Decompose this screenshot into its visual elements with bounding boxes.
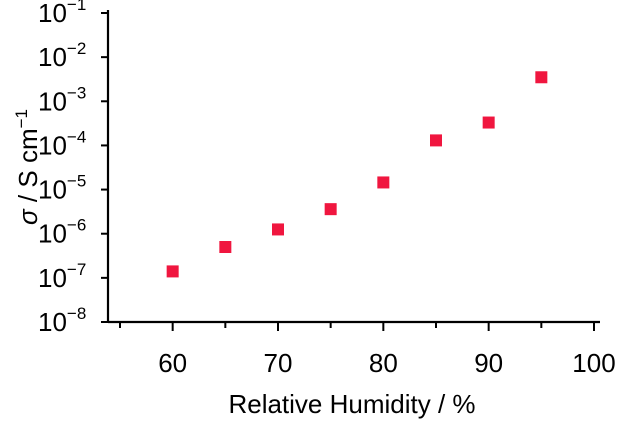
data-point [219,241,232,254]
data-point [430,134,442,147]
y-axis-title-symbol: σ [13,208,43,225]
plot-area [106,10,600,324]
y-tick-label: 10−8 [38,304,86,337]
data-point [272,223,284,236]
data-point [166,265,179,278]
y-tick-label: 10−7 [38,260,86,293]
x-tick-label: 100 [572,348,615,378]
y-tick-label: 10−6 [38,216,86,249]
y-axis-title: σ / S cm−1 [12,109,43,225]
x-tick-label: 70 [264,348,293,378]
data-point [535,71,548,84]
data-markers [166,71,548,278]
x-tick-label: 90 [474,348,503,378]
x-tick-label: 60 [158,348,187,378]
y-tick-label: 10−1 [38,0,86,28]
x-axis: 60 70 80 90 100 [119,322,616,378]
y-tick-label: 10−4 [38,127,86,160]
y-tick-label: 10−5 [38,172,86,205]
y-tick-label: 10−2 [38,39,86,72]
data-point [482,116,495,129]
x-tick-label: 80 [369,348,398,378]
x-axis-title: Relative Humidity / % [228,389,475,419]
data-point [377,176,390,189]
y-axis-title-exponent: −1 [12,109,31,128]
y-tick-label: 10−3 [38,83,86,116]
y-axis-title-unit: / S cm [13,128,43,209]
y-axis: 10−8 10−7 10−6 10−5 10−4 10−3 10−2 10−1 [38,0,108,337]
data-point [324,203,337,216]
